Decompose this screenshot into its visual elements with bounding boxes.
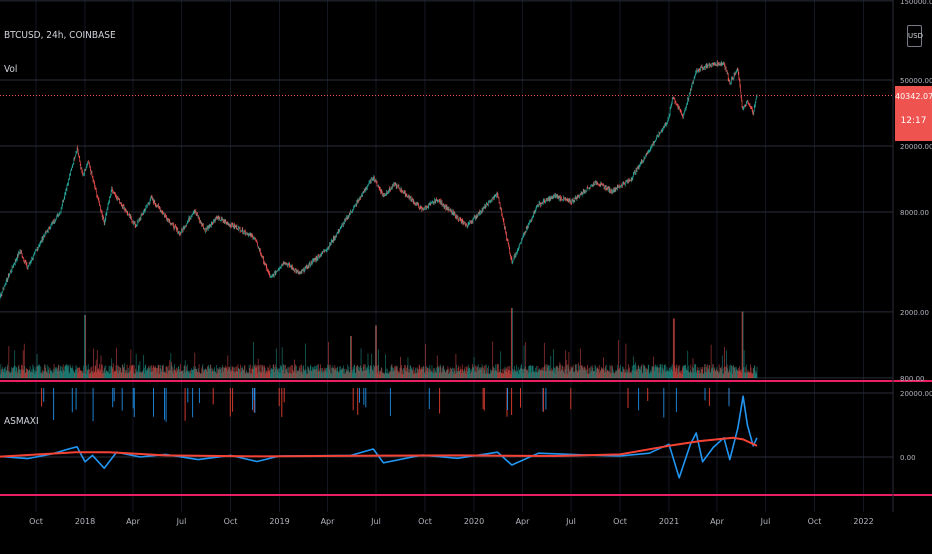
price-candles: [0, 60, 758, 302]
price-badge: 40342.07 12:17: [895, 86, 932, 141]
time-tick-label: Oct: [808, 517, 822, 526]
indicator-tick-label: 0.00: [900, 454, 916, 462]
time-tick-label: 2018: [75, 517, 95, 526]
time-tick-label: Oct: [418, 517, 432, 526]
price-tick-label: 150000.00: [900, 0, 932, 6]
time-tick-label: Jul: [760, 517, 771, 526]
indicator-tick-label: 20000.00: [900, 390, 932, 398]
volume-label: Vol: [4, 64, 18, 75]
price-tick-label: 20000.00: [900, 143, 932, 151]
volume-bars: [0, 308, 758, 378]
time-tick-label: Apr: [516, 517, 531, 526]
time-tick-label: 2019: [269, 517, 289, 526]
indicator-line-red: [0, 436, 758, 458]
time-tick-label: 2020: [464, 517, 484, 526]
time-tick-label: 2021: [659, 517, 679, 526]
indicator-label: ASMAXI: [4, 416, 39, 427]
time-tick-label: Jul: [370, 517, 381, 526]
price-badge-countdown: 12:17: [900, 116, 927, 126]
price-tick-label: 800.00: [900, 375, 925, 383]
indicator-signal-ticks: [41, 388, 730, 422]
time-tick-label: Oct: [613, 517, 627, 526]
time-tick-label: 2022: [853, 517, 873, 526]
price-badge-value: 40342.07: [895, 92, 932, 101]
time-tick-label: Apr: [710, 517, 725, 526]
price-tick-label: 2000.00: [900, 309, 929, 317]
time-tick-label: Jul: [565, 517, 576, 526]
currency-badge[interactable]: USD: [907, 25, 923, 47]
time-tick-label: Jul: [176, 517, 187, 526]
time-tick-label: Oct: [224, 517, 238, 526]
price-tick-label: 8000.00: [900, 209, 929, 217]
time-tick-label: Apr: [321, 517, 336, 526]
time-tick-label: Oct: [29, 517, 43, 526]
time-tick-label: Apr: [126, 517, 141, 526]
indicator-line-blue: [0, 395, 758, 479]
price-tick-label: 50000.00: [900, 77, 932, 85]
symbol-title: BTCUSD, 24h, COINBASE: [4, 30, 116, 41]
